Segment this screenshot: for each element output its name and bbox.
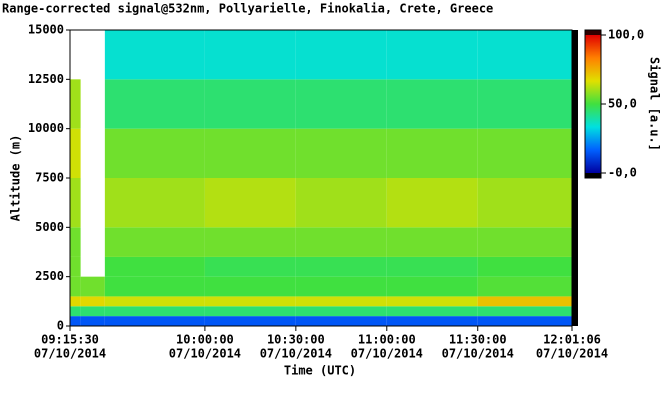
heatmap-cell — [204, 79, 296, 129]
heatmap-cell — [477, 316, 572, 326]
heatmap-cell — [80, 306, 105, 317]
heatmap-cell — [295, 79, 387, 129]
heatmap-cell — [80, 296, 105, 307]
heatmap-cell — [104, 227, 205, 257]
heatmap-cell — [295, 128, 387, 178]
heatmap-cell — [386, 30, 478, 80]
colorbar-over — [585, 30, 601, 35]
x-tick-label: 09:15:30 — [41, 333, 99, 347]
heatmap-cell — [477, 276, 572, 297]
heatmap-cell — [295, 256, 387, 277]
edge-band — [572, 30, 578, 326]
x-tick-label: 07/10/2014 — [260, 347, 332, 361]
heatmap-cell — [477, 30, 572, 80]
heatmap-cell — [477, 256, 572, 277]
heatmap-cell — [295, 296, 387, 307]
heatmap-cell — [477, 178, 572, 228]
heatmap-cell — [477, 306, 572, 317]
heatmap-cell — [386, 227, 478, 257]
heatmap-cell — [386, 316, 478, 326]
heatmap-cell — [104, 178, 205, 228]
heatmap-cell — [204, 227, 296, 257]
x-tick-label: 07/10/2014 — [34, 347, 106, 361]
heatmap — [70, 30, 572, 326]
heatmap-cell — [204, 316, 296, 326]
y-tick-label: 10000 — [28, 121, 64, 135]
y-tick-label: 12500 — [28, 72, 64, 86]
heatmap-cell — [70, 128, 81, 178]
heatmap-cell — [104, 316, 205, 326]
y-tick-label: 5000 — [35, 220, 64, 234]
heatmap-cell — [386, 128, 478, 178]
heatmap-cell — [80, 316, 105, 326]
x-tick-label: 12:01:06 — [543, 333, 601, 347]
y-tick-label: 15000 — [28, 23, 64, 37]
heatmap-cell — [204, 128, 296, 178]
heatmap-cell — [104, 128, 205, 178]
heatmap-cell — [204, 178, 296, 228]
heatmap-cell — [70, 276, 81, 297]
heatmap-cell — [70, 306, 81, 317]
heatmap-cell — [295, 316, 387, 326]
x-tick-label: 07/10/2014 — [169, 347, 241, 361]
heatmap-cell — [295, 227, 387, 257]
heatmap-cell — [204, 276, 296, 297]
heatmap-cell — [104, 256, 205, 277]
heatmap-cell — [386, 79, 478, 129]
y-tick-label: 7500 — [35, 171, 64, 185]
heatmap-cell — [104, 30, 205, 80]
x-tick-label: 11:30:00 — [449, 333, 507, 347]
heatmap-cell — [70, 256, 81, 277]
y-axis-label: Altitude (m) — [9, 135, 23, 222]
heatmap-cell — [70, 178, 81, 228]
heatmap-cell — [477, 79, 572, 129]
colorbar-label: Signal [a.u.] — [648, 57, 662, 151]
heatmap-cell — [70, 296, 81, 307]
heatmap-cell — [477, 128, 572, 178]
colorbar-under — [585, 173, 601, 178]
x-axis-label: Time (UTC) — [284, 364, 356, 378]
heatmap-cell — [70, 79, 81, 129]
x-tick-label: 07/10/2014 — [536, 347, 608, 361]
heatmap-cell — [477, 296, 572, 307]
x-tick-label: 11:00:00 — [358, 333, 416, 347]
heatmap-cell — [80, 276, 105, 297]
heatmap-cell — [70, 227, 81, 257]
heatmap-cell — [104, 276, 205, 297]
colorbar — [585, 35, 601, 173]
x-tick-label: 10:30:00 — [267, 333, 325, 347]
x-tick-label: 07/10/2014 — [442, 347, 514, 361]
y-tick-label: 0 — [57, 319, 64, 333]
heatmap-cell — [104, 306, 205, 317]
colorbar-tick-label: 100,0 — [608, 28, 644, 42]
heatmap-cell — [104, 296, 205, 307]
colorbar-tick-label: 50,0 — [608, 97, 637, 111]
heatmap-cell — [477, 227, 572, 257]
y-tick-label: 2500 — [35, 269, 64, 283]
heatmap-cell — [295, 306, 387, 317]
heatmap-cell — [386, 296, 478, 307]
heatmap-cell — [386, 256, 478, 277]
heatmap-cell — [70, 316, 81, 326]
heatmap-cell — [295, 30, 387, 80]
heatmap-cell — [386, 306, 478, 317]
heatmap-cell — [204, 256, 296, 277]
heatmap-cell — [295, 276, 387, 297]
heatmap-cell — [204, 296, 296, 307]
colorbar-tick-label: -0,0 — [608, 166, 637, 180]
heatmap-cell — [204, 306, 296, 317]
heatmap-cell — [204, 30, 296, 80]
heatmap-cell — [104, 79, 205, 129]
heatmap-cell — [386, 276, 478, 297]
x-tick-label: 10:00:00 — [176, 333, 234, 347]
heatmap-cell — [295, 178, 387, 228]
chart-title: Range-corrected signal@532nm, Pollyariel… — [2, 2, 493, 16]
x-tick-label: 07/10/2014 — [351, 347, 423, 361]
heatmap-cell — [386, 178, 478, 228]
